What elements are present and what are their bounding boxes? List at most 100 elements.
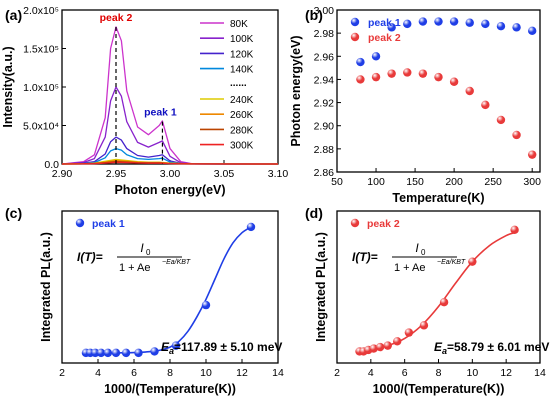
x-axis-label: Photon energy(eV) <box>114 183 225 197</box>
fit-curve <box>357 231 515 353</box>
data-point <box>369 344 378 353</box>
y-tick-label: 3.00 <box>314 5 335 17</box>
x-tick-label: 150 <box>406 176 424 188</box>
x-tick-label: 100 <box>367 176 385 188</box>
x-tick-label: 2.90 <box>52 168 73 180</box>
panel-b-photon-energy-vs-temperature: (b) 50 100 150 200 250 300 Temperature(K) Photon… <box>289 5 541 205</box>
data-point-peak1 <box>465 18 474 27</box>
x-tick-label: 250 <box>484 176 502 188</box>
x-tick-label: 10 <box>466 367 478 379</box>
x-tick-label: 2 <box>334 367 340 379</box>
y-tick-label: 2.98 <box>314 28 335 40</box>
x-tick-label: 2 <box>59 367 65 379</box>
legend-label: peak 1 <box>92 218 125 230</box>
data-point-peak2 <box>481 100 490 110</box>
y-tick-label: 2.0x10⁵ <box>23 5 59 17</box>
legend-marker <box>75 218 85 228</box>
x-tick-label: 200 <box>445 176 463 188</box>
data-point-peak1 <box>449 17 459 26</box>
data-point-peak2 <box>387 69 396 78</box>
x-tick-label: 6 <box>402 367 408 379</box>
y-axis-label: Integrated PL(a.u.) <box>39 232 53 342</box>
x-tick-label: 6 <box>131 367 137 379</box>
peak-annotation: peak 2 <box>100 12 133 24</box>
data-point <box>150 347 159 356</box>
spectrum-line-300K <box>61 161 278 165</box>
data-point-peak1 <box>403 19 412 29</box>
y-tick-label: 0.0 <box>44 159 59 171</box>
legend-label: 300K <box>230 141 254 152</box>
data-point-peak1 <box>434 17 443 26</box>
equation-numerator-sub: 0 <box>146 248 151 257</box>
legend-label: 120K <box>230 49 254 60</box>
data-point <box>96 348 106 358</box>
ea-subscript: a <box>442 346 447 356</box>
data-point <box>246 222 256 232</box>
x-tick-label: 3.10 <box>268 168 289 180</box>
panel-label: (b) <box>305 7 323 23</box>
x-tick-label: 4 <box>95 367 101 379</box>
x-tick-label: 3.00 <box>160 168 181 180</box>
data-point <box>419 321 429 330</box>
legend-label: 260K <box>230 110 254 121</box>
legend-label: 80K <box>230 19 248 30</box>
legend-marker <box>350 218 360 228</box>
y-axis-label: Integrated PL(a.u.) <box>314 232 328 342</box>
data-point-peak1 <box>418 17 428 26</box>
x-tick-label: 2.95 <box>106 168 127 180</box>
x-tick-label: 12 <box>236 367 248 379</box>
x-tick-label: 8 <box>167 367 173 379</box>
data-point-peak2 <box>496 115 506 125</box>
data-point <box>393 337 402 346</box>
x-tick-label: 14 <box>272 367 284 379</box>
data-point <box>468 257 477 266</box>
x-axis-label: Temperature(K) <box>392 191 484 205</box>
legend-marker <box>350 17 360 27</box>
y-tick-label: 2.92 <box>314 98 335 110</box>
legend-marker <box>350 32 360 42</box>
data-point-peak2 <box>418 69 428 78</box>
x-tick-label: 12 <box>500 367 512 379</box>
data-point-peak2 <box>449 77 459 86</box>
data-point <box>121 348 131 358</box>
ea-symbol: E <box>434 340 443 354</box>
equation-numerator: I <box>415 241 419 255</box>
panel-label: (a) <box>5 7 22 23</box>
data-point <box>103 348 113 358</box>
data-point-peak1 <box>496 22 506 31</box>
equation-lhs: I(T)= <box>352 250 378 264</box>
ea-symbol: E <box>161 340 170 354</box>
x-tick-label: 50 <box>331 176 343 188</box>
x-tick-label: 8 <box>436 367 442 379</box>
equation-denominator: 1 + Ae <box>119 262 151 274</box>
data-point <box>375 342 385 352</box>
ea-value: =58.79 ± 6.01 meV <box>447 340 549 354</box>
data-point-peak1 <box>512 23 521 32</box>
equation-denominator: 1 + Ae <box>394 262 426 274</box>
panel-label: (c) <box>5 205 22 221</box>
fit-curve <box>83 226 252 354</box>
panel-d-arrhenius-peak2: (d) 2 4 6 8 10 12 14 1000/(Temperature(K)) Integr… <box>305 205 549 396</box>
x-tick-label: 3.05 <box>214 168 235 180</box>
y-tick-label: 1.5x10⁵ <box>23 44 59 56</box>
ea-value: =117.89 ± 5.10 meV <box>174 340 282 354</box>
legend-label: peak 1 <box>368 17 401 29</box>
data-point-peak2 <box>512 130 521 140</box>
panel-label: (d) <box>305 205 323 221</box>
y-tick-label: 2.94 <box>314 74 335 86</box>
data-point <box>91 348 100 358</box>
y-tick-label: 2.86 <box>314 167 335 179</box>
data-point <box>134 348 143 358</box>
data-point <box>404 328 414 337</box>
data-point <box>439 298 449 307</box>
equation-exponent: −Ea/KBT <box>437 259 466 266</box>
legend-ellipsis: ...... <box>230 78 247 89</box>
data-point-peak2 <box>356 75 365 84</box>
x-tick-label: 10 <box>200 367 212 379</box>
y-tick-label: 1.0x10⁵ <box>23 82 59 94</box>
panel-a-intensity-spectra: (a) 2.90 2.95 3.00 3.05 3.10 Photon energy(eV)… <box>1 5 288 197</box>
activation-energy-label: Ea=117.89 ± 5.10 meV <box>161 340 282 356</box>
data-point-peak1 <box>527 26 537 36</box>
y-axis-label: Photon energy(eV) <box>289 35 303 146</box>
